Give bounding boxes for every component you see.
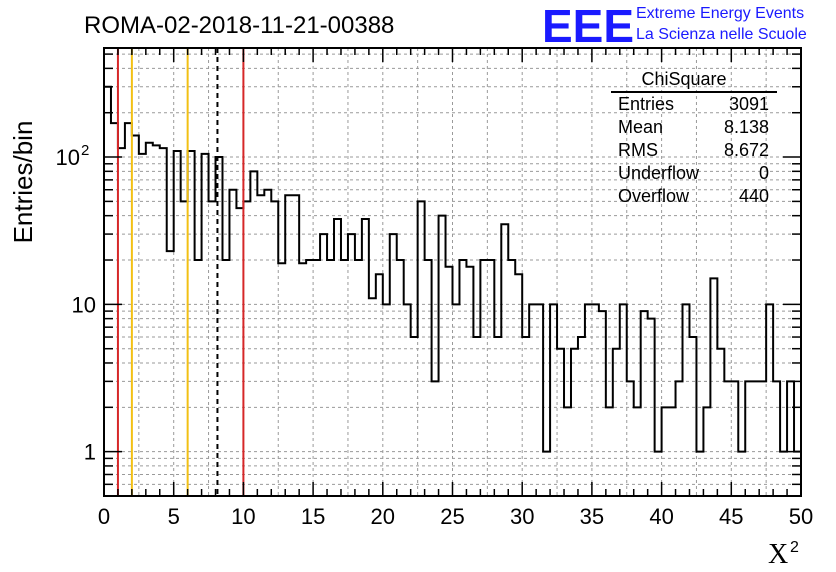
x-axis-label-sup: 2 [790, 539, 799, 556]
logo-line2: La Scienza nelle Scuole [636, 26, 807, 43]
grid [104, 48, 801, 496]
x-axis-label: X 2 [768, 539, 799, 570]
stats-box: ChiSquare Entries 3091 Mean 8.138 RMS 8.… [611, 69, 777, 206]
y-tick-label: 1 [84, 440, 96, 465]
x-axis-label-text: X [768, 539, 788, 570]
x-tick-label: 15 [301, 504, 325, 529]
x-tick-label: 0 [98, 504, 110, 529]
x-tick-label: 40 [649, 504, 673, 529]
x-tick-label: 45 [719, 504, 743, 529]
y-axis-label: Entries/bin [8, 121, 38, 244]
stats-label-underflow: Underflow [618, 163, 700, 183]
stats-value-underflow: 0 [759, 163, 769, 183]
stats-value-entries: 3091 [729, 94, 769, 114]
x-tick-label: 5 [168, 504, 180, 529]
stats-label-mean: Mean [618, 117, 663, 137]
eee-logo: EEE Extreme Energy Events La Scienza nel… [542, 0, 807, 52]
logo-line1: Extreme Energy Events [636, 5, 804, 22]
x-tick-label: 10 [231, 504, 255, 529]
histogram-series [103, 85, 802, 496]
stats-value-rms: 8.672 [724, 140, 769, 160]
reference-lines [116, 48, 245, 496]
stats-label-rms: RMS [618, 140, 658, 160]
stats-value-overflow: 440 [739, 186, 769, 206]
x-tick-label: 35 [580, 504, 604, 529]
x-axis-ticks: 0 5 10 15 20 25 30 35 40 45 50 [98, 48, 813, 529]
y-tick-label-sup: 2 [81, 142, 89, 159]
stats-value-mean: 8.138 [724, 117, 769, 137]
x-tick-label: 30 [510, 504, 534, 529]
stats-label-entries: Entries [618, 94, 674, 114]
y-tick-label: 10 [72, 292, 96, 317]
x-tick-label: 50 [789, 504, 813, 529]
y-tick-label: 10 [56, 145, 80, 170]
stats-title: ChiSquare [641, 69, 726, 89]
x-tick-label: 25 [440, 504, 464, 529]
chart-title: ROMA-02-2018-11-21-00388 [84, 12, 394, 39]
logo-mark: EEE [542, 0, 634, 52]
stats-label-overflow: Overflow [618, 186, 690, 206]
x-tick-label: 20 [371, 504, 395, 529]
